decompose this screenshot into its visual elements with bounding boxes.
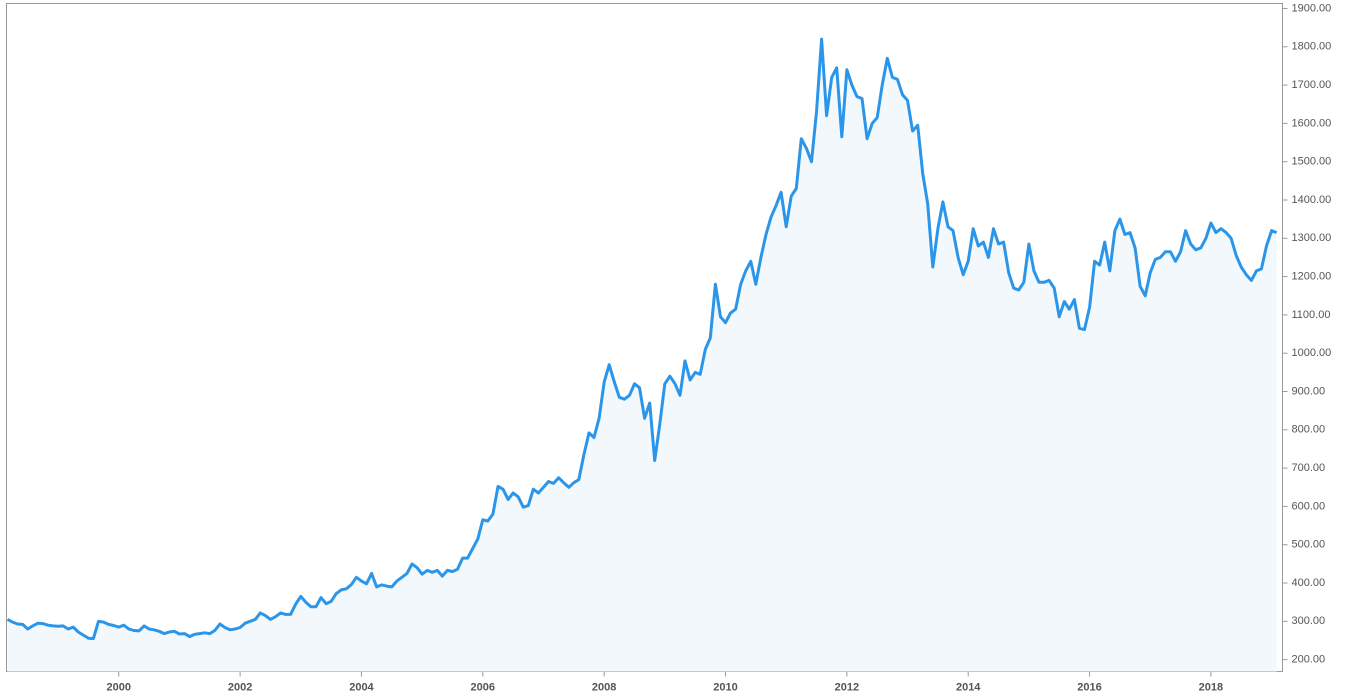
x-tick-label: 2008 [592, 681, 616, 693]
x-tick-label: 2004 [349, 681, 374, 693]
y-tick-label: 300.00 [1292, 615, 1326, 627]
y-tick-label: 700.00 [1292, 462, 1326, 474]
x-tick-label: 2012 [835, 681, 859, 693]
y-tick-label: 1300.00 [1292, 232, 1332, 244]
y-tick-label: 600.00 [1292, 500, 1326, 512]
y-tick-label: 1100.00 [1292, 309, 1331, 321]
x-tick-label: 2014 [956, 681, 981, 693]
x-tick-label: 2018 [1199, 681, 1223, 693]
x-tick-label: 2000 [107, 681, 131, 693]
x-tick-label: 2016 [1077, 681, 1101, 693]
y-tick-label: 1400.00 [1292, 194, 1332, 206]
x-tick-label: 2010 [713, 681, 737, 693]
y-tick-label: 800.00 [1292, 424, 1326, 436]
area-fill [7, 39, 1277, 672]
x-tick-label: 2006 [471, 681, 495, 693]
y-tick-label: 1600.00 [1292, 117, 1332, 129]
y-tick-label: 200.00 [1292, 654, 1326, 666]
y-tick-label: 1700.00 [1292, 79, 1332, 91]
y-tick-label: 1800.00 [1292, 41, 1332, 53]
y-tick-label: 500.00 [1292, 539, 1326, 551]
price-line [6, 37, 1278, 641]
y-tick-label: 400.00 [1292, 577, 1326, 589]
y-tick-label: 1200.00 [1292, 271, 1332, 283]
x-tick-label: 2002 [228, 681, 252, 693]
y-tick-label: 1500.00 [1292, 156, 1332, 168]
y-tick-label: 1000.00 [1292, 347, 1332, 359]
y-tick-label: 1900.00 [1292, 2, 1332, 14]
y-tick-label: 900.00 [1292, 385, 1326, 397]
